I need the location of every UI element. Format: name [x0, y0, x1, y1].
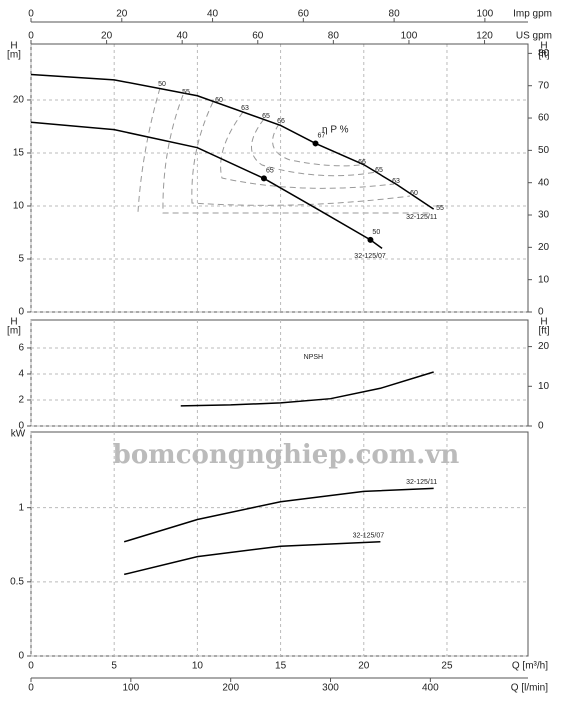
- y2-tick-label: 0: [538, 421, 544, 432]
- efficiency-level: 63: [392, 178, 400, 185]
- x-tick-label: 15: [275, 661, 287, 672]
- series-line: [180, 371, 434, 407]
- series-line: [123, 541, 381, 576]
- y-tick-label: 5: [18, 254, 24, 265]
- plot-frame: [30, 319, 529, 427]
- y2-tick-label: 10: [538, 274, 550, 285]
- x-tick-label: 25: [441, 661, 453, 672]
- duty-point: [367, 236, 374, 243]
- y-tick-label: 1: [18, 502, 24, 513]
- y-label: kW: [11, 429, 26, 440]
- watermark: bomcongnghiep.com.vn: [113, 440, 460, 470]
- efficiency-level: 65: [262, 113, 270, 120]
- x2-tick-label: 120: [476, 31, 493, 42]
- y-tick-label: 0.5: [10, 576, 24, 587]
- x2-tick-label: 40: [177, 31, 189, 42]
- x3-label: Q [l/min]: [511, 683, 548, 694]
- point-label: 67: [318, 132, 326, 139]
- x2-tick-label: 40: [207, 9, 219, 20]
- y-tick-label: 10: [13, 201, 25, 212]
- y-tick-label: 20: [13, 95, 25, 106]
- duty-point: [312, 140, 319, 147]
- efficiency-level: 55: [436, 205, 444, 212]
- y-label: H: [10, 317, 17, 328]
- y-tick-label: 4: [18, 369, 24, 380]
- efficiency-level: 63: [241, 105, 249, 112]
- duty-point: [260, 175, 267, 182]
- efficiency-level: 66: [277, 118, 285, 125]
- x2-tick-label: 0: [28, 9, 34, 20]
- x2-label: Imp gpm: [513, 9, 552, 20]
- y2-unit: [ft]: [538, 326, 549, 337]
- series-line: [30, 121, 383, 249]
- efficiency-level: 50: [158, 81, 166, 88]
- y2-tick-label: 80: [538, 48, 550, 59]
- y2-tick-label: 20: [538, 242, 550, 253]
- y2-tick-label: 40: [538, 177, 550, 188]
- x2-tick-label: 100: [401, 31, 418, 42]
- x2-tick-label: 100: [477, 9, 494, 20]
- efficiency-level: 66: [358, 159, 366, 166]
- point-label: 50: [372, 229, 380, 236]
- y-tick-label: 0: [18, 651, 24, 662]
- series-label: 32-125/11: [406, 479, 437, 486]
- x2-tick-label: 80: [389, 9, 401, 20]
- x2-tick-label: 60: [252, 31, 264, 42]
- y2-tick-label: 60: [538, 113, 550, 124]
- x2-tick-label: 0: [28, 31, 34, 42]
- y-tick-label: 0: [18, 421, 24, 432]
- x2-label: US gpm: [516, 31, 552, 42]
- series-line: [30, 73, 435, 210]
- x3-tick-label: 0: [28, 683, 34, 694]
- efficiency-contours: [137, 87, 430, 214]
- y2-tick-label: 70: [538, 80, 550, 91]
- x-tick-label: 20: [358, 661, 370, 672]
- series-label: NPSH: [304, 354, 323, 361]
- y2-tick-label: 20: [538, 341, 550, 352]
- plot-frame: [30, 43, 529, 313]
- efficiency-level: 55: [182, 89, 190, 96]
- series-label: 32-125/11: [406, 214, 437, 221]
- efficiency-level: 60: [410, 190, 418, 197]
- y2-label: H: [540, 41, 547, 52]
- y2-tick-label: 50: [538, 145, 550, 156]
- y-unit: [m]: [7, 326, 21, 337]
- y2-unit: [ft]: [538, 50, 549, 61]
- x3-tick-label: 100: [122, 683, 139, 694]
- x2-tick-label: 60: [298, 9, 310, 20]
- x2-tick-label: 20: [101, 31, 113, 42]
- x-tick-label: 0: [28, 661, 34, 672]
- x-tick-label: 10: [192, 661, 204, 672]
- y-label: H: [10, 41, 17, 52]
- x2-tick-label: 20: [116, 9, 128, 20]
- efficiency-level: 65: [375, 167, 383, 174]
- x3-tick-label: 400: [422, 683, 439, 694]
- x3-tick-label: 200: [222, 683, 239, 694]
- y-tick-label: 0: [18, 307, 24, 318]
- y2-tick-label: 30: [538, 210, 550, 221]
- x-tick-label: 5: [111, 661, 117, 672]
- series-line: [123, 487, 434, 543]
- series-label: 32-125/07: [353, 533, 385, 540]
- x2-tick-label: 80: [328, 31, 340, 42]
- y-unit: [m]: [7, 50, 21, 61]
- x-label: Q [m³/h]: [512, 661, 548, 672]
- y2-tick-label: 0: [538, 307, 544, 318]
- series-label: 32-125/07: [354, 253, 386, 260]
- y-tick-label: 6: [18, 343, 24, 354]
- y-tick-label: 15: [13, 148, 25, 159]
- x3-tick-label: 300: [322, 683, 339, 694]
- y2-tick-label: 10: [538, 381, 550, 392]
- efficiency-level: 60: [215, 97, 223, 104]
- y2-label: H: [540, 317, 547, 328]
- efficiency-label: η P %: [322, 125, 349, 136]
- point-label: 65: [266, 167, 274, 174]
- y-tick-label: 2: [18, 395, 24, 406]
